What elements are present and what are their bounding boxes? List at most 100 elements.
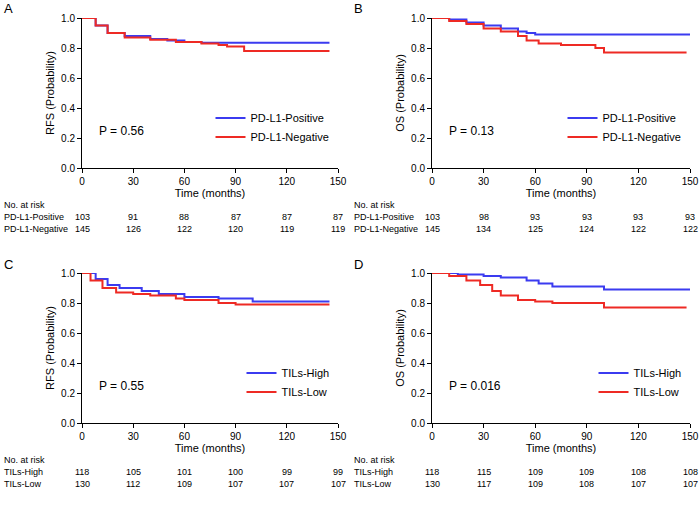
svg-text:0.2: 0.2: [411, 388, 425, 399]
svg-text:P = 0.55: P = 0.55: [99, 379, 144, 393]
svg-text:105: 105: [126, 467, 141, 477]
svg-text:PD-L1-Positive: PD-L1-Positive: [354, 212, 414, 222]
svg-text:100: 100: [228, 467, 243, 477]
svg-text:99: 99: [333, 467, 343, 477]
svg-text:Time (months): Time (months): [175, 442, 246, 454]
svg-text:130: 130: [75, 479, 90, 489]
svg-text:No. at risk: No. at risk: [4, 455, 45, 465]
svg-text:108: 108: [683, 467, 698, 477]
svg-text:90: 90: [230, 431, 242, 442]
svg-text:90: 90: [581, 176, 593, 187]
svg-text:120: 120: [278, 431, 295, 442]
svg-text:60: 60: [179, 431, 191, 442]
svg-text:1.0: 1.0: [411, 268, 425, 279]
svg-text:No. at risk: No. at risk: [354, 455, 395, 465]
svg-text:0.2: 0.2: [61, 388, 75, 399]
svg-text:119: 119: [331, 224, 345, 234]
svg-text:0.6: 0.6: [411, 328, 425, 339]
svg-text:P = 0.016: P = 0.016: [449, 379, 501, 393]
svg-text:122: 122: [177, 224, 192, 234]
svg-text:0.0: 0.0: [411, 418, 425, 429]
svg-text:120: 120: [630, 431, 647, 442]
svg-text:117: 117: [477, 479, 491, 489]
svg-text:107: 107: [631, 479, 646, 489]
svg-text:118: 118: [425, 467, 439, 477]
svg-text:B: B: [354, 1, 363, 16]
svg-text:OS (Probability): OS (Probability): [394, 54, 406, 132]
svg-text:122: 122: [631, 224, 646, 234]
svg-text:C: C: [4, 257, 13, 272]
svg-text:P = 0.56: P = 0.56: [99, 124, 144, 138]
svg-text:60: 60: [530, 176, 542, 187]
svg-text:0.4: 0.4: [61, 358, 75, 369]
svg-text:108: 108: [579, 479, 594, 489]
svg-text:TILs-Low: TILs-Low: [354, 479, 392, 489]
svg-text:0.0: 0.0: [61, 163, 75, 174]
svg-text:TILs-High: TILs-High: [354, 467, 393, 477]
svg-text:124: 124: [579, 224, 594, 234]
svg-text:120: 120: [278, 176, 295, 187]
svg-text:87: 87: [231, 212, 241, 222]
svg-text:TILs-High: TILs-High: [634, 367, 682, 379]
svg-text:0.6: 0.6: [411, 73, 425, 84]
svg-text:0: 0: [429, 431, 435, 442]
svg-text:PD-L1-Negative: PD-L1-Negative: [603, 131, 681, 143]
svg-text:0.4: 0.4: [61, 103, 75, 114]
svg-text:112: 112: [126, 479, 140, 489]
svg-text:118: 118: [75, 467, 89, 477]
svg-text:145: 145: [425, 224, 440, 234]
svg-text:PD-L1-Positive: PD-L1-Positive: [603, 112, 676, 124]
svg-text:0.8: 0.8: [411, 43, 425, 54]
svg-text:108: 108: [631, 467, 646, 477]
svg-text:103: 103: [425, 212, 440, 222]
svg-text:109: 109: [528, 467, 543, 477]
svg-text:109: 109: [579, 467, 594, 477]
svg-text:101: 101: [177, 467, 192, 477]
svg-text:TILs-Low: TILs-Low: [4, 479, 42, 489]
svg-text:125: 125: [528, 224, 543, 234]
svg-text:0.0: 0.0: [411, 163, 425, 174]
svg-text:99: 99: [282, 467, 292, 477]
svg-text:30: 30: [128, 431, 140, 442]
svg-text:0.6: 0.6: [61, 73, 75, 84]
svg-text:TILs-Low: TILs-Low: [282, 386, 327, 398]
svg-text:PD-L1-Negative: PD-L1-Negative: [354, 224, 418, 234]
svg-text:150: 150: [682, 176, 699, 187]
svg-text:0: 0: [79, 431, 85, 442]
svg-text:130: 130: [425, 479, 440, 489]
svg-text:60: 60: [530, 431, 542, 442]
svg-text:107: 107: [683, 479, 698, 489]
svg-text:TILs-High: TILs-High: [4, 467, 43, 477]
svg-text:P = 0.13: P = 0.13: [449, 124, 494, 138]
svg-text:90: 90: [230, 176, 242, 187]
svg-text:0.2: 0.2: [61, 133, 75, 144]
svg-text:150: 150: [330, 431, 347, 442]
svg-text:30: 30: [478, 431, 490, 442]
svg-text:87: 87: [282, 212, 292, 222]
svg-text:Time (months): Time (months): [175, 187, 246, 199]
svg-text:OS (Probability): OS (Probability): [394, 309, 406, 387]
svg-text:87: 87: [333, 212, 343, 222]
svg-text:145: 145: [75, 224, 90, 234]
svg-text:RFS (Probability): RFS (Probability): [44, 51, 56, 135]
svg-text:PD-L1-Positive: PD-L1-Positive: [4, 212, 64, 222]
svg-text:109: 109: [528, 479, 543, 489]
svg-text:0.2: 0.2: [411, 133, 425, 144]
svg-text:PD-L1-Positive: PD-L1-Positive: [251, 112, 324, 124]
svg-text:90: 90: [581, 431, 593, 442]
svg-text:1.0: 1.0: [61, 13, 75, 24]
svg-text:1.0: 1.0: [411, 13, 425, 24]
svg-text:PD-L1-Negative: PD-L1-Negative: [251, 131, 329, 143]
svg-text:A: A: [4, 1, 13, 16]
svg-text:Time (months): Time (months): [526, 187, 597, 199]
svg-text:88: 88: [179, 212, 189, 222]
svg-text:0.8: 0.8: [61, 43, 75, 54]
svg-text:No. at risk: No. at risk: [4, 200, 45, 210]
svg-text:150: 150: [682, 431, 699, 442]
svg-text:PD-L1-Negative: PD-L1-Negative: [4, 224, 68, 234]
svg-text:TILs-High: TILs-High: [282, 367, 330, 379]
svg-text:D: D: [354, 257, 363, 272]
svg-text:103: 103: [75, 212, 90, 222]
svg-text:0.0: 0.0: [61, 418, 75, 429]
svg-text:1.0: 1.0: [61, 268, 75, 279]
